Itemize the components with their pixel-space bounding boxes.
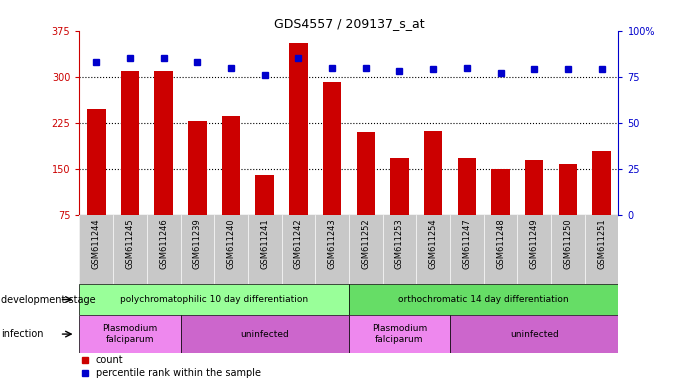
Bar xyxy=(450,315,618,353)
Bar xyxy=(349,284,618,315)
Bar xyxy=(87,109,106,261)
Text: GSM611242: GSM611242 xyxy=(294,218,303,269)
Bar xyxy=(558,164,577,261)
Bar xyxy=(79,215,618,284)
Text: Plasmodium
falciparum: Plasmodium falciparum xyxy=(102,324,158,344)
Text: orthochromatic 14 day differentiation: orthochromatic 14 day differentiation xyxy=(399,295,569,304)
Text: GSM611252: GSM611252 xyxy=(361,218,370,269)
Text: GSM611241: GSM611241 xyxy=(261,218,269,269)
Bar xyxy=(289,43,307,261)
Text: GSM611239: GSM611239 xyxy=(193,218,202,269)
Text: GSM611240: GSM611240 xyxy=(227,218,236,269)
Text: count: count xyxy=(95,355,123,365)
Bar xyxy=(121,71,140,261)
Text: GSM611246: GSM611246 xyxy=(159,218,168,269)
Bar xyxy=(79,315,180,353)
Bar xyxy=(222,116,240,261)
Bar xyxy=(592,151,611,261)
Bar xyxy=(79,284,349,315)
Text: Plasmodium
falciparum: Plasmodium falciparum xyxy=(372,324,427,344)
Bar xyxy=(525,160,544,261)
Text: uninfected: uninfected xyxy=(510,329,558,339)
Bar xyxy=(457,158,476,261)
Text: GSM611245: GSM611245 xyxy=(126,218,135,269)
Bar xyxy=(180,315,349,353)
Text: GSM611250: GSM611250 xyxy=(563,218,572,269)
Text: GSM611244: GSM611244 xyxy=(92,218,101,269)
Bar xyxy=(349,315,450,353)
Text: development stage: development stage xyxy=(1,295,96,305)
Text: polychromatophilic 10 day differentiation: polychromatophilic 10 day differentiatio… xyxy=(120,295,308,304)
Bar xyxy=(390,158,409,261)
Bar xyxy=(154,71,173,261)
Text: GSM611249: GSM611249 xyxy=(530,218,539,269)
Bar xyxy=(256,175,274,261)
Bar xyxy=(491,169,510,261)
Text: GSM611243: GSM611243 xyxy=(328,218,337,269)
Text: infection: infection xyxy=(1,329,44,339)
Title: GDS4557 / 209137_s_at: GDS4557 / 209137_s_at xyxy=(274,17,424,30)
Text: uninfected: uninfected xyxy=(240,329,289,339)
Bar xyxy=(424,131,442,261)
Bar xyxy=(323,82,341,261)
Text: percentile rank within the sample: percentile rank within the sample xyxy=(95,368,261,379)
Bar xyxy=(188,121,207,261)
Text: GSM611254: GSM611254 xyxy=(428,218,437,269)
Text: GSM611247: GSM611247 xyxy=(462,218,471,269)
Bar xyxy=(357,132,375,261)
Text: GSM611248: GSM611248 xyxy=(496,218,505,269)
Text: GSM611251: GSM611251 xyxy=(597,218,606,269)
Text: GSM611253: GSM611253 xyxy=(395,218,404,269)
